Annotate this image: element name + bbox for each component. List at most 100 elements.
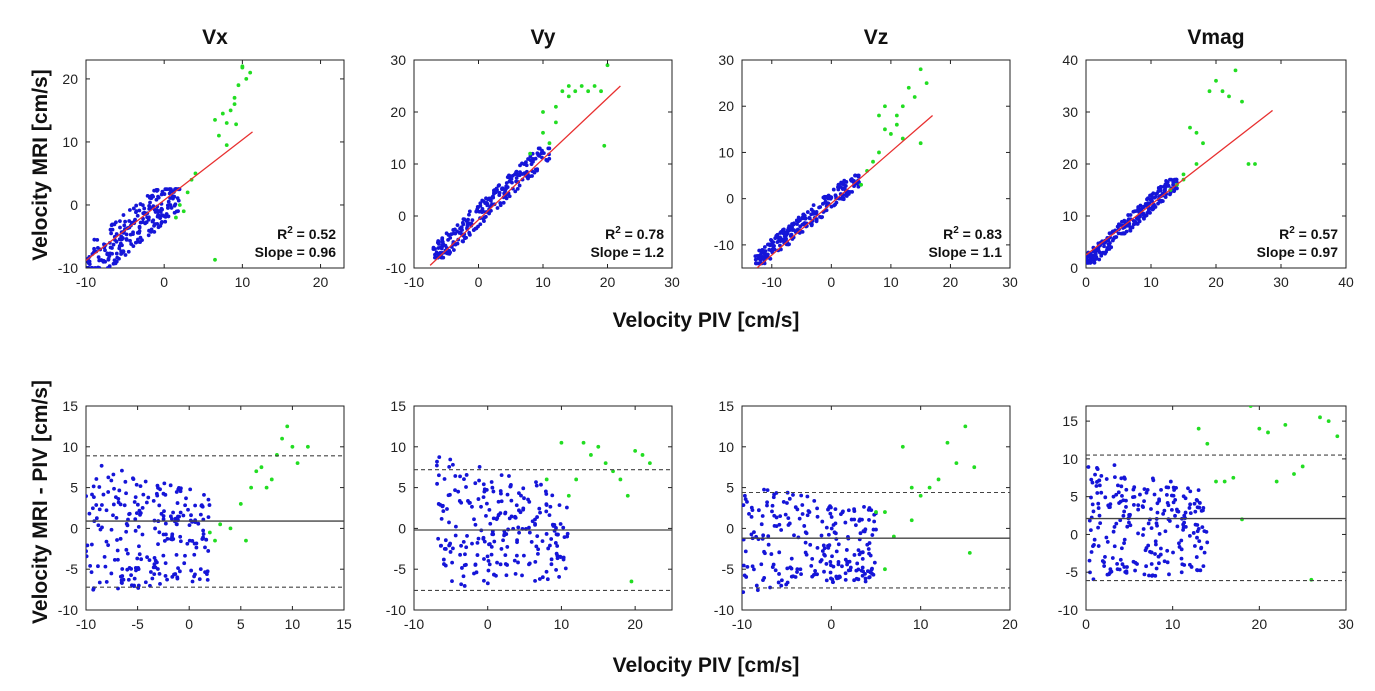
x-tick-label: -5 (131, 616, 144, 632)
data-point-core (138, 484, 143, 489)
data-point-core (762, 249, 767, 253)
data-point-core (509, 514, 514, 519)
data-point-jet (640, 453, 645, 457)
data-point-core (125, 551, 130, 556)
data-point-core (1141, 204, 1146, 209)
x-tick-label: 0 (160, 274, 168, 290)
data-point-core (1096, 525, 1100, 530)
data-point-core (1158, 546, 1163, 551)
data-point-core (154, 491, 159, 496)
data-point-core (830, 554, 834, 559)
data-point-core (554, 567, 558, 572)
data-point-core (839, 181, 843, 186)
data-point-core (477, 478, 481, 483)
data-point-core (461, 540, 466, 544)
data-point-jet (566, 84, 571, 88)
data-point-core (155, 483, 160, 488)
data-point-core (161, 491, 166, 496)
data-point-jet (234, 122, 239, 127)
data-point-core (829, 195, 834, 200)
data-point-core (96, 564, 100, 569)
data-point-core (487, 507, 492, 512)
data-point-core (491, 489, 496, 494)
data-point-core (538, 510, 542, 515)
data-point-core (1099, 473, 1104, 478)
data-point-core (775, 240, 780, 244)
data-point-core (140, 203, 145, 207)
data-point-core (86, 494, 88, 499)
data-point-core (742, 590, 746, 595)
data-point-core (1103, 251, 1107, 256)
data-point-core (783, 230, 788, 235)
data-point-core (1183, 524, 1188, 529)
data-point-core (124, 232, 129, 237)
data-point-jet (249, 485, 254, 490)
data-point-core (1104, 535, 1109, 540)
data-point-core (856, 173, 861, 178)
vz-scatter-panel: -10 0 10 20 30 -10 0 10 20 30 R2 = 0.83 Slope = 1.1… (714, 26, 1018, 290)
data-point-core (770, 503, 775, 508)
data-point-core (1159, 488, 1163, 492)
data-point-core (505, 545, 510, 549)
data-point-core (1171, 180, 1176, 185)
data-point-core (809, 212, 814, 217)
data-point-core (837, 574, 842, 579)
data-point-core (800, 512, 805, 516)
data-point-core (742, 503, 746, 508)
data-point-core (437, 455, 442, 460)
data-point-core (448, 550, 453, 554)
data-point-core (1175, 186, 1179, 191)
data-point-core (504, 186, 508, 191)
data-point-core (533, 559, 538, 564)
data-point-core (1155, 510, 1160, 515)
data-point-core (90, 492, 94, 497)
data-point-jet (625, 493, 630, 498)
data-point-core (489, 480, 494, 484)
data-point-jet (1309, 577, 1314, 582)
data-point-core (127, 208, 132, 212)
data-point-core (556, 532, 560, 537)
data-point-core (800, 229, 805, 234)
data-point-core (109, 231, 113, 236)
data-point-core (137, 208, 142, 213)
data-point-core (753, 257, 758, 262)
data-point-core (482, 487, 487, 492)
data-point-core (459, 582, 464, 587)
data-point-core (118, 536, 123, 541)
regression-line (429, 85, 621, 266)
data-point-core (152, 229, 157, 234)
data-point-jet (1205, 441, 1210, 446)
r-squared-label: R2 = 0.78 (605, 225, 664, 242)
x-tick-label: 0 (827, 274, 835, 290)
data-point-core (1099, 253, 1104, 258)
data-point-core (490, 485, 495, 490)
data-point-core (492, 539, 497, 544)
data-point-core (537, 577, 542, 581)
data-point-core (548, 543, 552, 548)
x-tick-label: 0 (484, 616, 492, 632)
data-point-core (472, 517, 476, 522)
data-point-core (521, 486, 526, 491)
y-tick-label: -10 (714, 237, 734, 253)
data-point-core (481, 482, 486, 487)
data-point-core (155, 189, 159, 193)
data-point-core (1144, 546, 1149, 550)
data-point-core (786, 516, 791, 520)
data-point-core (760, 514, 765, 518)
data-point-core (118, 219, 122, 224)
data-point-core (750, 564, 755, 569)
data-point-core (148, 206, 153, 210)
y-tick-label: -10 (714, 602, 734, 618)
data-point-core (516, 560, 520, 565)
data-point-jet (611, 469, 615, 474)
data-point-core (867, 575, 871, 580)
x-tick-label: 0 (475, 274, 483, 290)
data-point-core (494, 186, 499, 191)
data-point-core (1172, 177, 1177, 182)
data-point-core (105, 266, 110, 268)
data-point-core (759, 522, 764, 527)
data-point-core (463, 552, 467, 557)
data-point-core (1092, 260, 1097, 265)
data-point-core (1171, 493, 1176, 498)
data-point-jet (559, 440, 564, 445)
